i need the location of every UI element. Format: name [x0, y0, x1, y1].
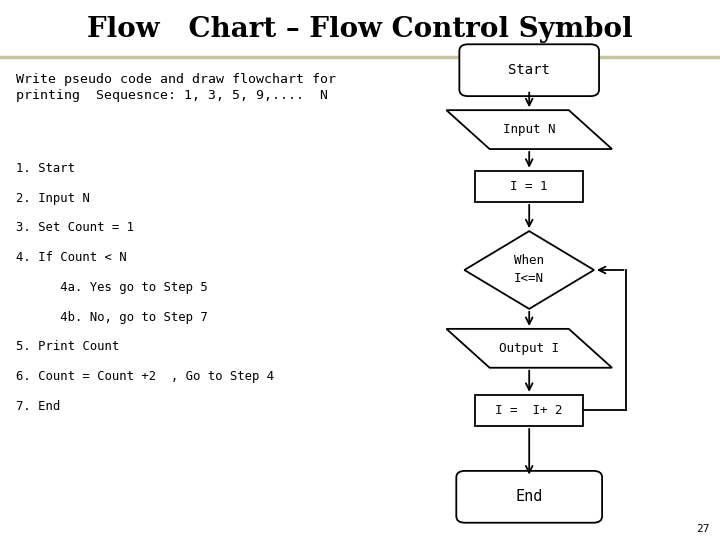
- Polygon shape: [446, 329, 612, 368]
- Text: 1. Start: 1. Start: [16, 162, 75, 175]
- Text: Flow   Chart – Flow Control Symbol: Flow Chart – Flow Control Symbol: [87, 16, 633, 43]
- Text: 6. Count = Count +2  , Go to Step 4: 6. Count = Count +2 , Go to Step 4: [16, 370, 274, 383]
- Text: 7. End: 7. End: [16, 400, 60, 413]
- FancyBboxPatch shape: [459, 44, 599, 96]
- Text: Output I: Output I: [499, 342, 559, 355]
- Text: I =  I+ 2: I = I+ 2: [495, 404, 563, 417]
- Bar: [475, 171, 583, 202]
- Bar: [475, 395, 583, 426]
- Polygon shape: [464, 231, 594, 309]
- Text: I = 1: I = 1: [510, 180, 548, 193]
- Text: 4b. No, go to Step 7: 4b. No, go to Step 7: [16, 310, 207, 323]
- FancyBboxPatch shape: [456, 471, 602, 523]
- Text: printing  Sequesnce: 1, 3, 5, 9,....  N: printing Sequesnce: 1, 3, 5, 9,.... N: [16, 89, 328, 102]
- Text: 4. If Count < N: 4. If Count < N: [16, 251, 127, 264]
- Text: 5. Print Count: 5. Print Count: [16, 340, 119, 353]
- Text: Write pseudo code and draw flowchart for: Write pseudo code and draw flowchart for: [16, 73, 336, 86]
- Text: Input N: Input N: [503, 123, 555, 136]
- Text: End: End: [516, 489, 543, 504]
- Text: 4a. Yes go to Step 5: 4a. Yes go to Step 5: [16, 281, 207, 294]
- Polygon shape: [446, 110, 612, 149]
- Text: 27: 27: [696, 523, 709, 534]
- Text: 2. Input N: 2. Input N: [16, 192, 89, 205]
- Text: When
I<=N: When I<=N: [514, 254, 544, 286]
- Text: 3. Set Count = 1: 3. Set Count = 1: [16, 221, 134, 234]
- Text: Start: Start: [508, 63, 550, 77]
